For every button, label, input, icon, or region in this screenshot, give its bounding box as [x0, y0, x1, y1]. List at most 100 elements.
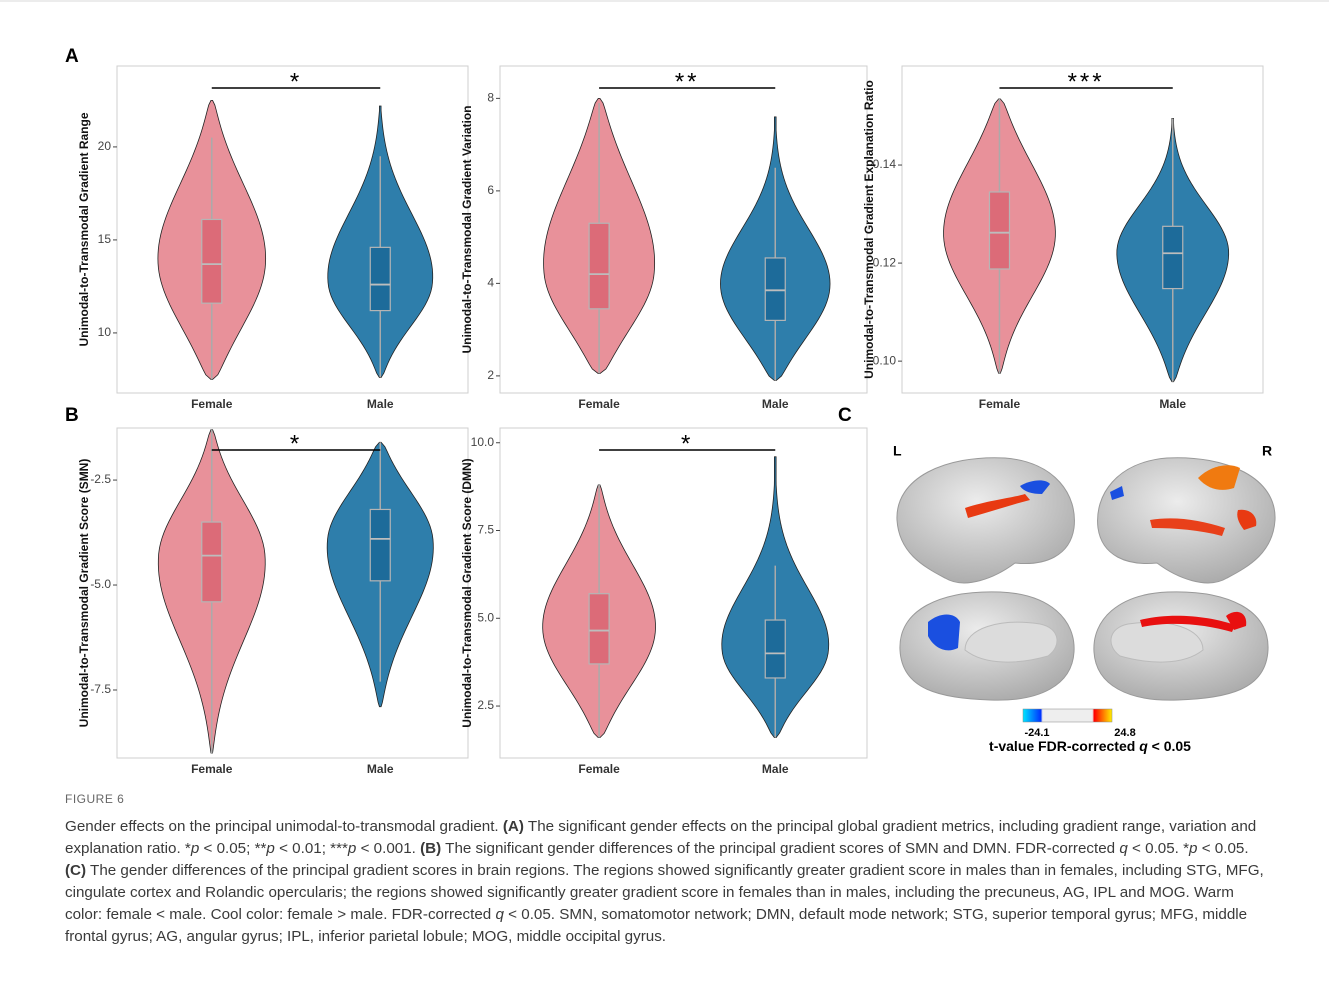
caption-run: < 0.05. * [1127, 840, 1190, 857]
box [588, 593, 610, 665]
caption-run: < 0.05 [1148, 738, 1191, 754]
x-tick-label: Female [979, 397, 1021, 411]
box [1162, 225, 1184, 290]
activation [965, 494, 1030, 518]
y-axis-title: Unimodal-to-Transmodal Gradient Variatio… [460, 105, 474, 353]
y-axis-title: Unimodal-to-Transmodal Gradient Score (D… [460, 458, 474, 727]
x-tick-label: Male [762, 397, 789, 411]
caption-run: < 0.01; *** [274, 840, 348, 857]
caption-run: < 0.05; ** [199, 840, 267, 857]
activation [1020, 480, 1050, 494]
figure: A B C L R -24.1 24.8 t-value FDR-correct… [0, 0, 1329, 776]
corpus-callosum [1110, 621, 1204, 663]
x-tick-label: Male [367, 397, 394, 411]
hemisphere-label: L [893, 443, 902, 459]
caption-run: Gender effects on the principal unimodal… [65, 818, 503, 835]
box [201, 521, 223, 603]
caption-run: q [495, 906, 504, 923]
y-tick-label: 20 [98, 139, 112, 153]
x-tick-label: Male [367, 762, 394, 776]
y-tick-label: 10 [98, 325, 112, 339]
y-axis-title: Unimodal-to-Transmodal Gradient Range [77, 112, 91, 346]
caption-run: The significant gender effects on the pr… [65, 818, 1257, 857]
caption-run: q [1139, 738, 1148, 754]
panel-label: B [65, 405, 79, 426]
activation [1150, 518, 1225, 536]
caption-run: (B) [420, 840, 442, 857]
x-tick-label: Female [578, 762, 620, 776]
panel-label: C [838, 405, 852, 426]
plot-frame [116, 427, 469, 759]
caption-run: (A) [502, 818, 524, 835]
caption-run: The significant gender differences of th… [441, 840, 1120, 857]
significance-label: *** [1068, 68, 1105, 95]
significance-label: * [290, 430, 302, 457]
y-tick-label: 10.0 [471, 435, 495, 449]
caption-run: p [1189, 840, 1198, 857]
caption-run: < 0.05. SMN, somatomotor network; DMN, d… [65, 906, 1248, 945]
plot-frame [499, 427, 868, 759]
caption-run: The gender differences of the principal … [65, 862, 1264, 923]
caption-run: p [190, 840, 200, 857]
x-tick-label: Male [1159, 397, 1186, 411]
caption-text: Gender effects on the principal unimodal… [65, 816, 1270, 948]
caption-label: FIGURE 6 [65, 792, 125, 806]
brain-views: L R -24.1 24.8 t-value FDR-corrected q <… [893, 443, 1276, 754]
y-tick-label: 0.10 [873, 353, 897, 367]
y-tick-label: 0.14 [873, 157, 897, 171]
significance-label: * [681, 430, 693, 457]
activation [1226, 611, 1247, 630]
significance-label: ** [675, 68, 700, 95]
activation [1198, 465, 1240, 490]
y-tick-label: 5.0 [477, 610, 494, 624]
y-tick-label: -7.5 [90, 682, 111, 696]
box [369, 508, 391, 582]
y-tick-label: 7.5 [477, 523, 494, 537]
plot-frame [499, 65, 868, 394]
x-tick-label: Male [762, 762, 789, 776]
box [764, 257, 786, 321]
x-tick-label: Female [191, 762, 233, 776]
y-axis-title: Unimodal-to-Transmodal Gradient Explanat… [862, 80, 876, 379]
colorbar [1022, 708, 1113, 723]
colorbar-max-label: 24.8 [1114, 727, 1135, 739]
activation [1237, 509, 1257, 530]
activation [1140, 615, 1235, 632]
y-tick-label: 6 [487, 183, 494, 197]
box [988, 191, 1011, 270]
y-axis-title: Unimodal-to-Transmodal Gradient Score (S… [77, 459, 91, 728]
caption-run: p [266, 840, 275, 857]
activation [928, 614, 960, 651]
box [764, 619, 786, 679]
box [369, 246, 391, 312]
caption-run: p [347, 840, 357, 857]
hemisphere-label: R [1262, 443, 1272, 459]
caption-run: < 0.001. [356, 840, 421, 857]
colorbar-min-label: -24.1 [1024, 727, 1049, 739]
plot-frame [116, 65, 469, 394]
box [588, 222, 610, 310]
caption-run: t-value FDR-corrected [989, 738, 1139, 754]
colorbar-caption: t-value FDR-corrected q < 0.05 [989, 738, 1191, 754]
caption-run: (C) [65, 862, 87, 879]
y-tick-label: 0.12 [873, 255, 897, 269]
y-tick-label: -5.0 [90, 577, 111, 591]
significance-label: * [290, 68, 302, 95]
x-tick-label: Female [578, 397, 620, 411]
activation [1110, 486, 1124, 500]
caption-run: < 0.05. [1197, 840, 1249, 857]
y-tick-label: 8 [487, 91, 494, 105]
y-tick-label: 2 [487, 368, 494, 382]
x-tick-label: Female [191, 397, 233, 411]
brain-lateral-left [896, 457, 1075, 584]
box [201, 218, 223, 304]
y-tick-label: 2.5 [477, 698, 494, 712]
y-tick-label: 15 [98, 232, 112, 246]
caption-run: q [1119, 840, 1128, 857]
panel-label: A [65, 46, 79, 67]
y-tick-label: -2.5 [90, 472, 111, 486]
plot-frame [901, 65, 1264, 394]
corpus-callosum [964, 621, 1058, 663]
y-tick-label: 4 [487, 276, 494, 290]
